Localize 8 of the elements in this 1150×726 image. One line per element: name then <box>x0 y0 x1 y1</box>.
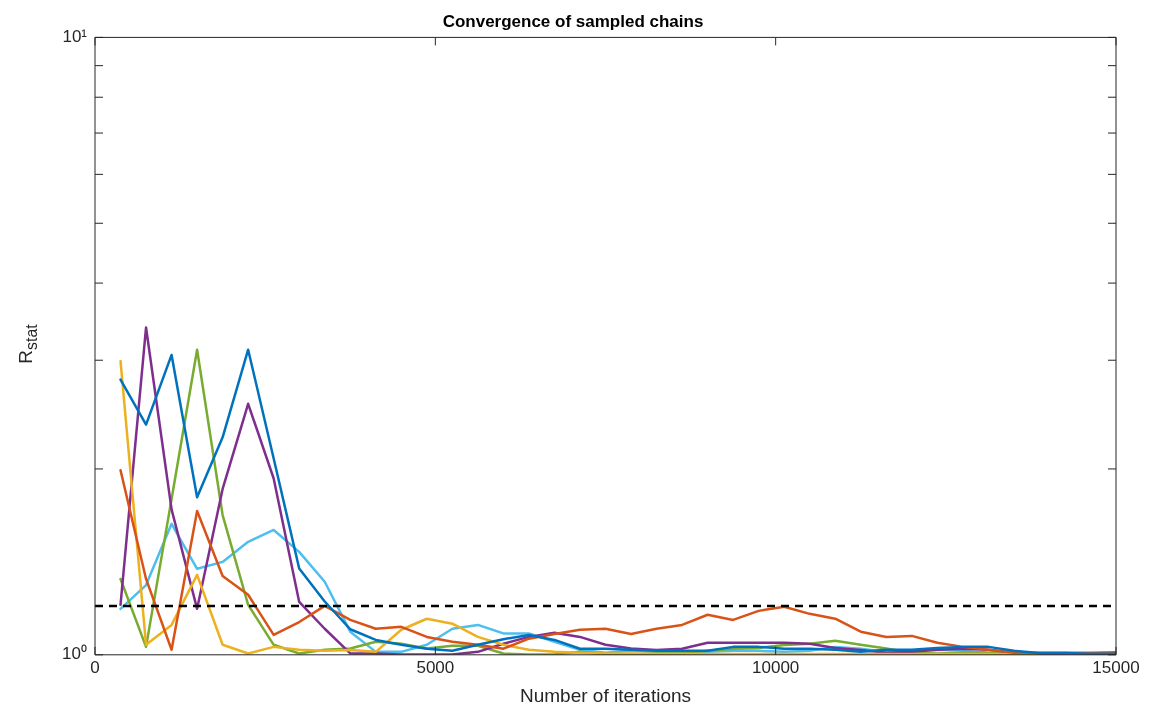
x-tick-label: 5000 <box>416 657 455 677</box>
chart-title: Convergence of sampled chains <box>442 11 704 31</box>
y-tick-label: 10¹ <box>62 27 88 47</box>
x-tick-label: 0 <box>90 657 100 677</box>
x-axis-title: Number of iterations <box>519 684 692 706</box>
y-tick-label: 10⁰ <box>62 644 87 664</box>
x-tick-label: 10000 <box>752 657 800 677</box>
x-tick-label: 15000 <box>1092 657 1140 677</box>
